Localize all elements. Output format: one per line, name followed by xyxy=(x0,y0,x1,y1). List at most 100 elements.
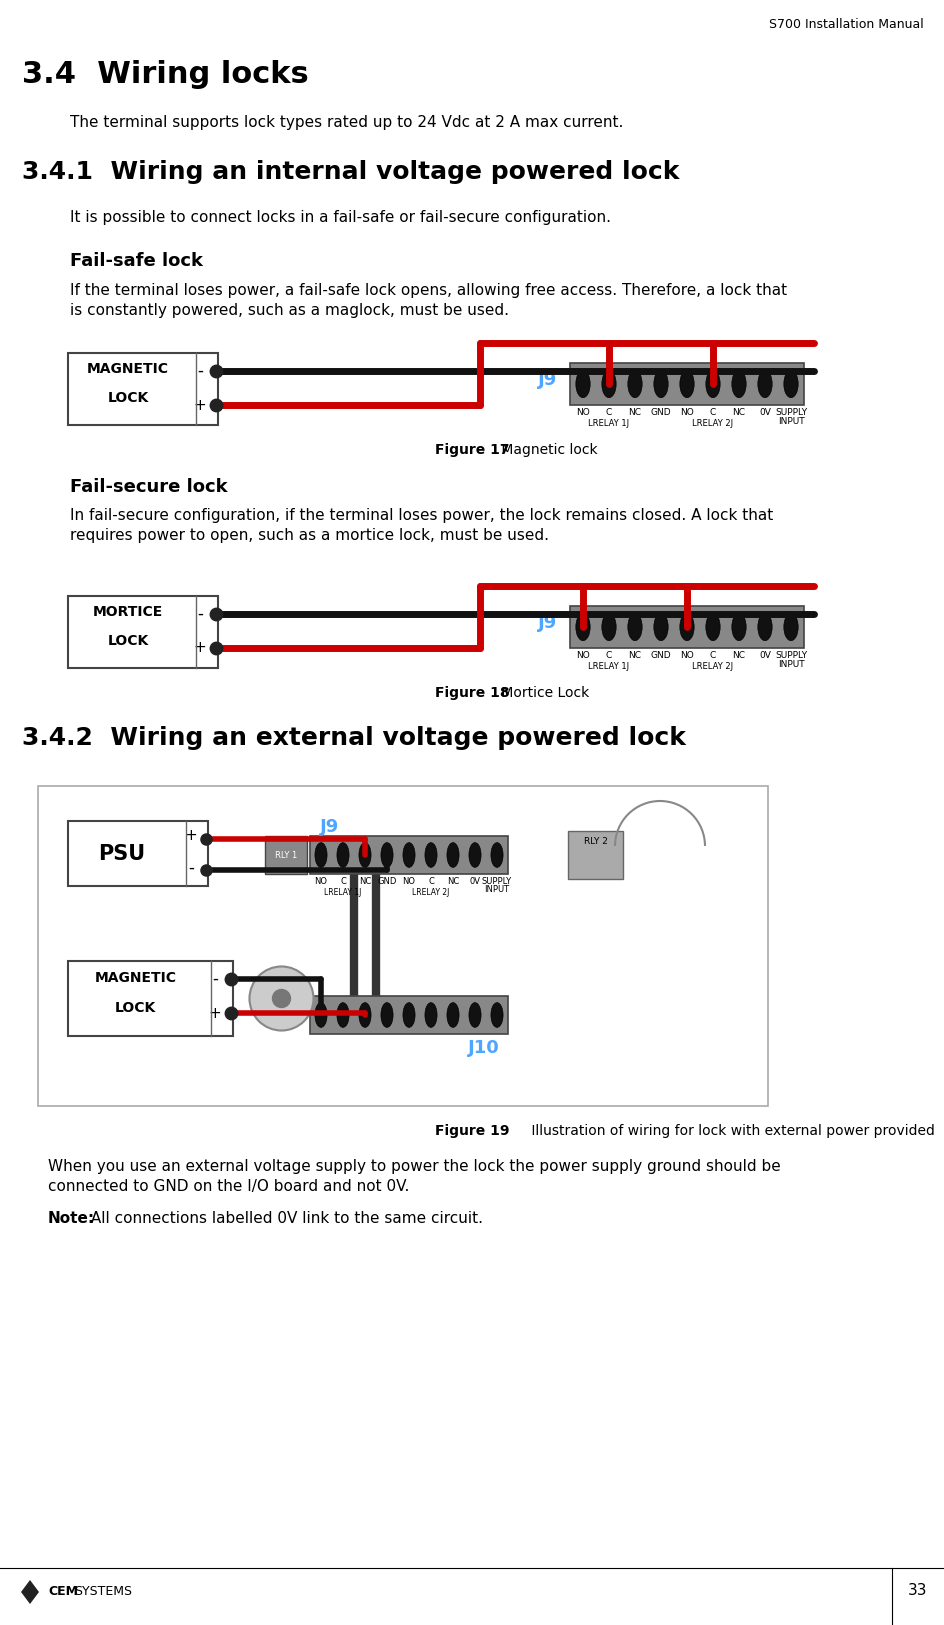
Text: +: + xyxy=(194,398,207,413)
Text: -: - xyxy=(188,858,194,878)
Bar xyxy=(68,353,218,426)
Text: NC: NC xyxy=(359,878,371,886)
Text: LRELAY 1J: LRELAY 1J xyxy=(588,661,630,671)
Text: NO: NO xyxy=(576,408,590,418)
Ellipse shape xyxy=(576,370,590,398)
Text: PSU: PSU xyxy=(97,843,144,863)
Text: If the terminal loses power, a fail-safe lock opens, allowing free access. There: If the terminal loses power, a fail-safe… xyxy=(70,283,787,297)
Ellipse shape xyxy=(447,843,459,868)
Ellipse shape xyxy=(732,370,746,398)
Ellipse shape xyxy=(381,1003,393,1027)
Text: LRELAY 2J: LRELAY 2J xyxy=(693,419,733,427)
Ellipse shape xyxy=(315,1003,327,1027)
Text: -: - xyxy=(197,604,203,622)
Text: Figure 17: Figure 17 xyxy=(435,444,509,457)
Ellipse shape xyxy=(680,370,694,398)
Text: RLY 1: RLY 1 xyxy=(275,850,297,860)
Text: NO: NO xyxy=(314,878,328,886)
Text: SUPPLY: SUPPLY xyxy=(775,408,807,418)
Text: Fail-secure lock: Fail-secure lock xyxy=(70,478,228,496)
Text: All connections labelled 0V link to the same circuit.: All connections labelled 0V link to the … xyxy=(86,1211,483,1225)
Bar xyxy=(310,996,508,1034)
Text: MAGNETIC: MAGNETIC xyxy=(94,970,177,985)
Ellipse shape xyxy=(359,1003,371,1027)
Text: Note:: Note: xyxy=(48,1211,95,1225)
Ellipse shape xyxy=(576,613,590,640)
Text: 3.4.1  Wiring an internal voltage powered lock: 3.4.1 Wiring an internal voltage powered… xyxy=(22,159,680,184)
Text: is constantly powered, such as a maglock, must be used.: is constantly powered, such as a maglock… xyxy=(70,302,509,318)
Ellipse shape xyxy=(706,370,720,398)
Text: NO: NO xyxy=(680,652,694,660)
Ellipse shape xyxy=(732,613,746,640)
Text: It is possible to connect locks in a fail-safe or fail-secure configuration.: It is possible to connect locks in a fai… xyxy=(70,210,611,224)
Text: connected to GND on the I/O board and not 0V.: connected to GND on the I/O board and no… xyxy=(48,1180,410,1194)
Ellipse shape xyxy=(425,843,437,868)
Text: C: C xyxy=(428,878,434,886)
Ellipse shape xyxy=(447,1003,459,1027)
Text: C: C xyxy=(606,652,612,660)
Ellipse shape xyxy=(469,843,481,868)
Text: NO: NO xyxy=(576,652,590,660)
Bar xyxy=(68,821,208,886)
Text: NC: NC xyxy=(733,408,746,418)
Ellipse shape xyxy=(403,1003,415,1027)
Circle shape xyxy=(273,990,291,1008)
Ellipse shape xyxy=(784,613,798,640)
Text: 3.4.2  Wiring an external voltage powered lock: 3.4.2 Wiring an external voltage powered… xyxy=(22,726,686,751)
Text: The terminal supports lock types rated up to 24 Vdc at 2 A max current.: The terminal supports lock types rated u… xyxy=(70,115,623,130)
Text: INPUT: INPUT xyxy=(778,660,804,669)
Ellipse shape xyxy=(654,370,668,398)
Ellipse shape xyxy=(491,1003,503,1027)
Text: S700 Installation Manual: S700 Installation Manual xyxy=(769,18,924,31)
Bar xyxy=(68,596,218,668)
Text: 33: 33 xyxy=(908,1583,928,1597)
Text: Magnetic lock: Magnetic lock xyxy=(497,444,598,457)
Text: Figure 18: Figure 18 xyxy=(434,686,510,700)
Ellipse shape xyxy=(654,613,668,640)
Text: LOCK: LOCK xyxy=(108,390,148,405)
Ellipse shape xyxy=(680,613,694,640)
Text: Mortice Lock: Mortice Lock xyxy=(497,686,589,700)
Text: CEM: CEM xyxy=(48,1584,78,1597)
Text: LOCK: LOCK xyxy=(108,634,148,648)
Text: INPUT: INPUT xyxy=(484,886,510,894)
Bar xyxy=(310,835,508,874)
Text: 3.4  Wiring locks: 3.4 Wiring locks xyxy=(22,60,309,89)
Ellipse shape xyxy=(469,1003,481,1027)
Ellipse shape xyxy=(784,370,798,398)
Text: Figure 19: Figure 19 xyxy=(435,1124,509,1138)
Text: C: C xyxy=(710,652,716,660)
Text: Illustration of wiring for lock with external power provided: Illustration of wiring for lock with ext… xyxy=(527,1124,935,1138)
Ellipse shape xyxy=(315,843,327,868)
Text: MAGNETIC: MAGNETIC xyxy=(87,362,169,375)
Ellipse shape xyxy=(758,370,772,398)
Text: J9: J9 xyxy=(320,817,339,835)
Text: LRELAY 2J: LRELAY 2J xyxy=(693,661,733,671)
Text: +: + xyxy=(194,640,207,655)
Text: C: C xyxy=(606,408,612,418)
Bar xyxy=(570,362,804,405)
Text: MORTICE: MORTICE xyxy=(93,604,163,619)
Ellipse shape xyxy=(337,843,349,868)
Text: LRELAY 1J: LRELAY 1J xyxy=(588,419,630,427)
Ellipse shape xyxy=(628,370,642,398)
Bar xyxy=(68,960,233,1037)
Text: C: C xyxy=(710,408,716,418)
Text: requires power to open, such as a mortice lock, must be used.: requires power to open, such as a mortic… xyxy=(70,528,549,543)
Text: NC: NC xyxy=(447,878,459,886)
Text: INPUT: INPUT xyxy=(778,418,804,426)
Ellipse shape xyxy=(628,613,642,640)
Ellipse shape xyxy=(758,613,772,640)
Text: NO: NO xyxy=(680,408,694,418)
Ellipse shape xyxy=(602,613,616,640)
Text: 0V: 0V xyxy=(469,878,480,886)
Text: GND: GND xyxy=(378,878,396,886)
Text: +: + xyxy=(209,1006,222,1020)
Ellipse shape xyxy=(337,1003,349,1027)
Text: 0V: 0V xyxy=(759,408,771,418)
Ellipse shape xyxy=(706,613,720,640)
Text: SUPPLY: SUPPLY xyxy=(482,878,512,886)
Text: J9: J9 xyxy=(538,370,557,388)
Text: LOCK: LOCK xyxy=(115,1001,156,1014)
Text: GND: GND xyxy=(650,652,671,660)
